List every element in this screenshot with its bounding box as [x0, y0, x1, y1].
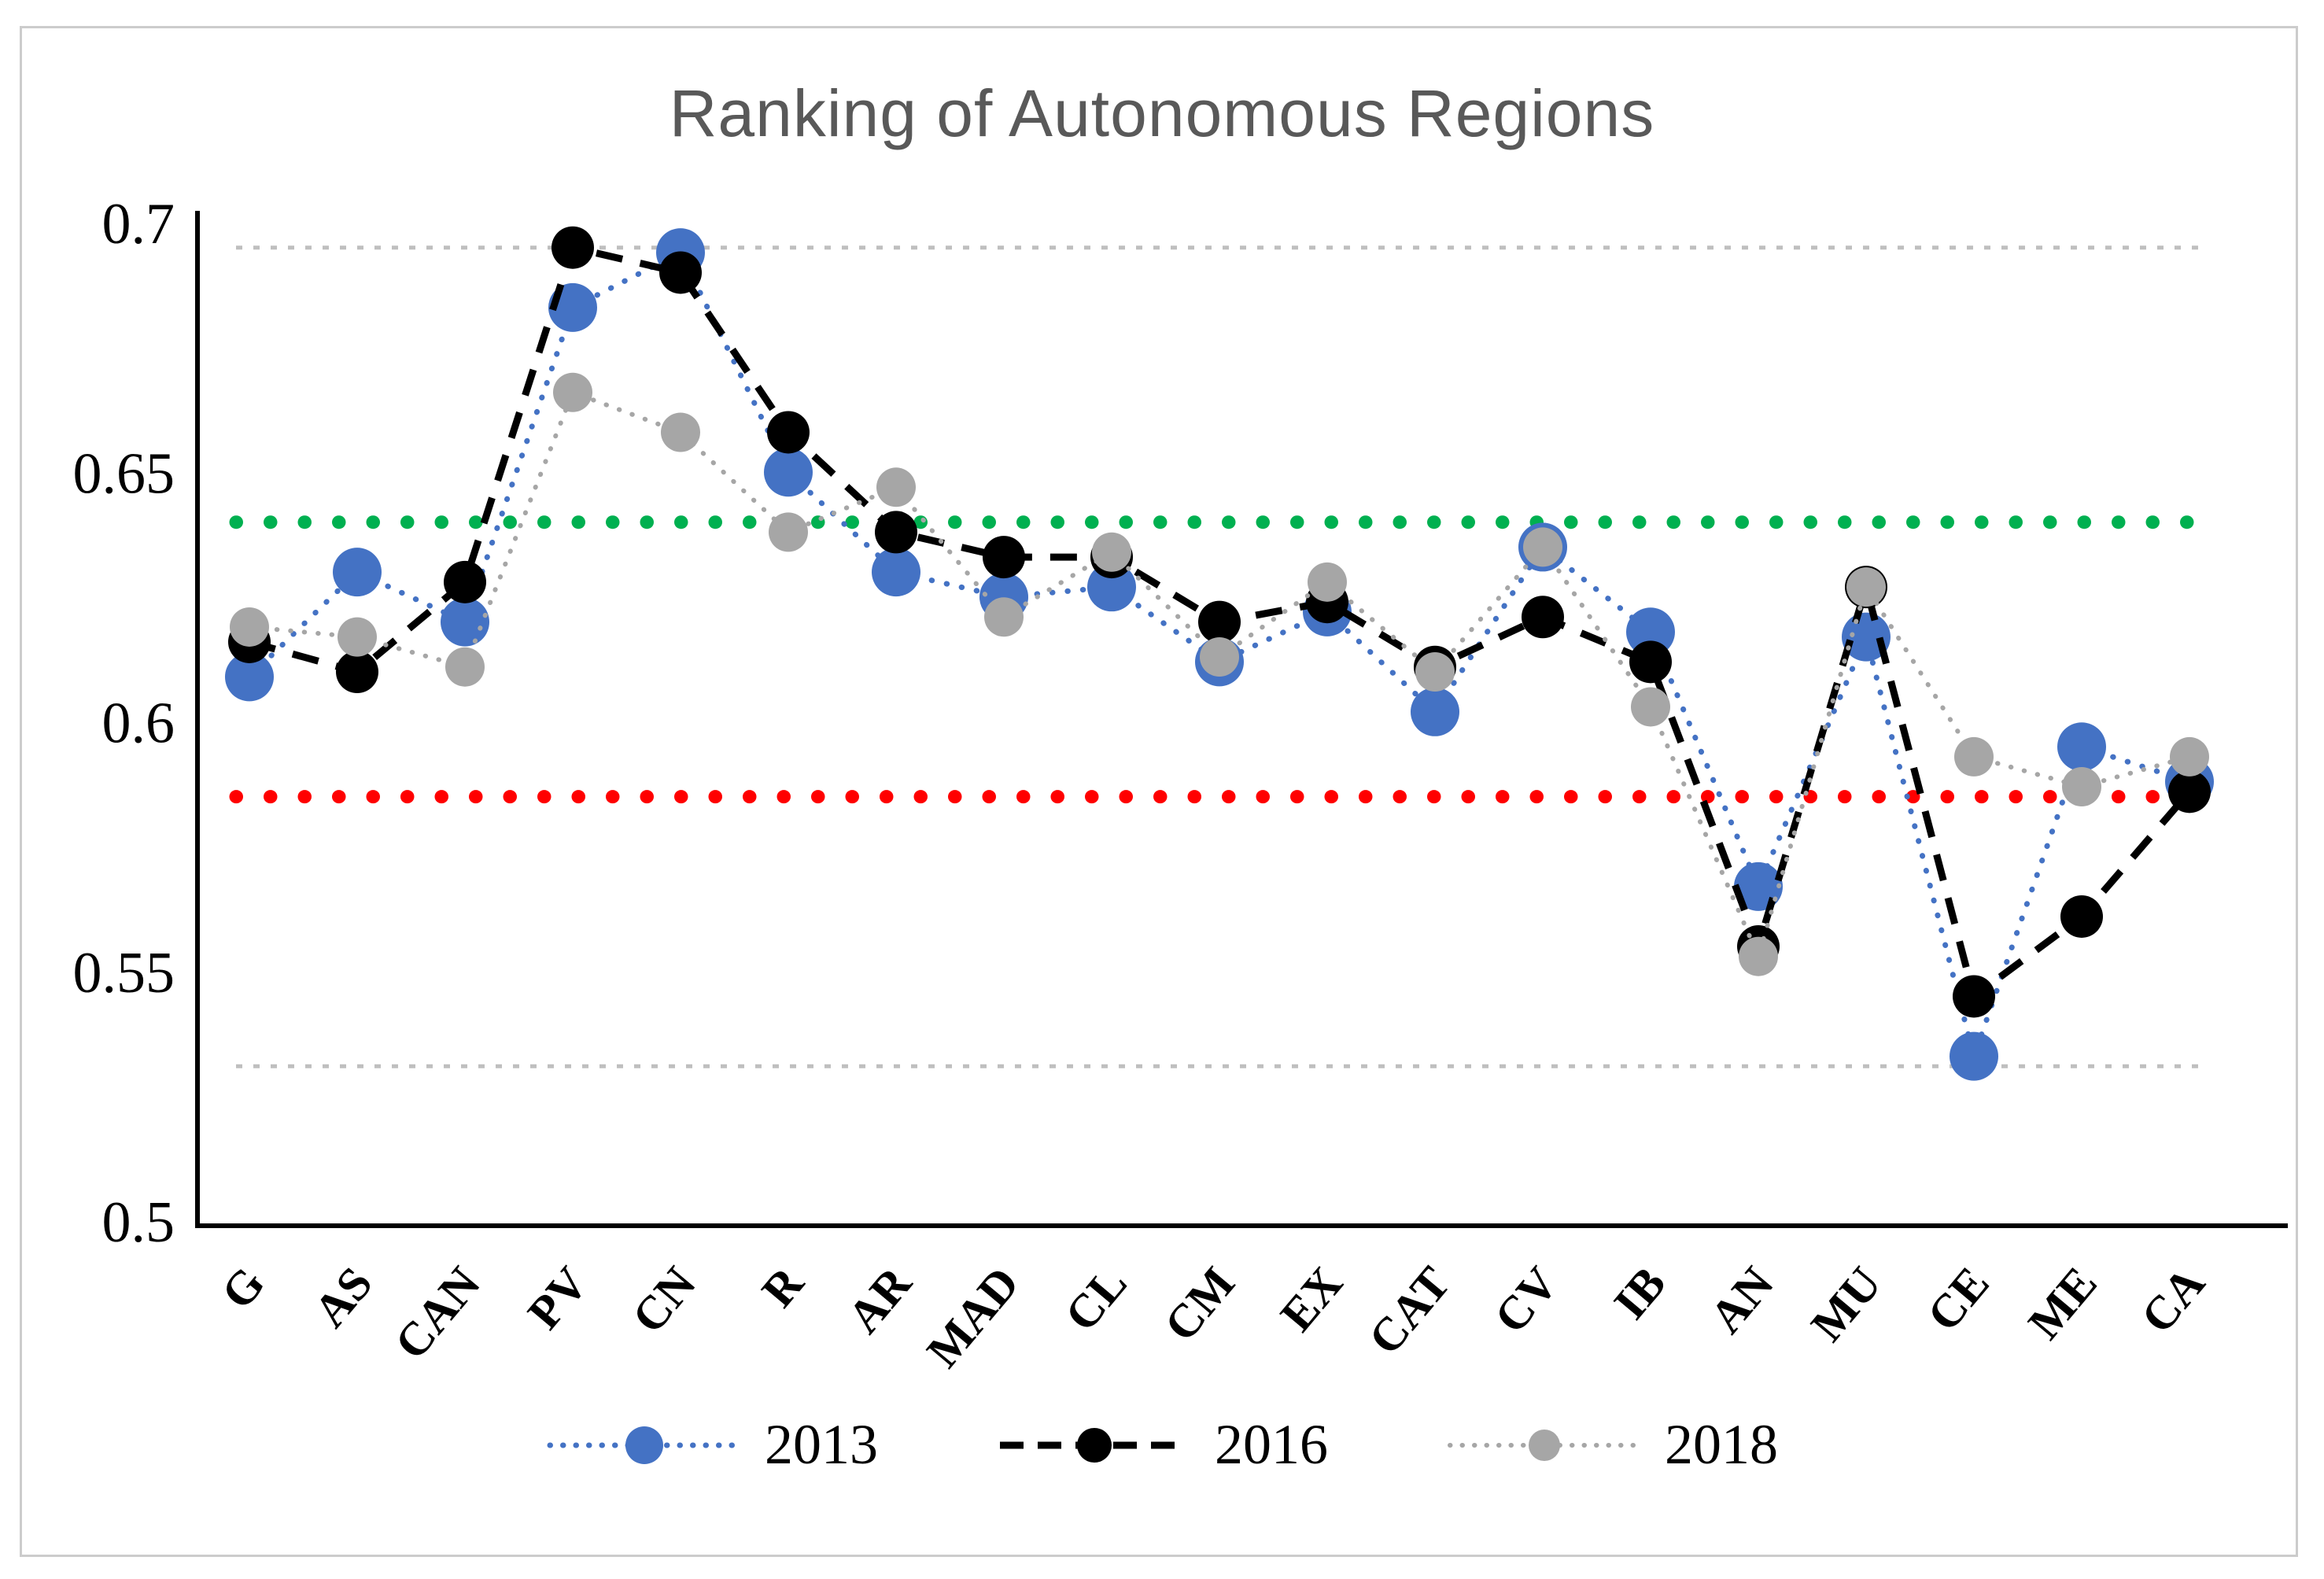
x-axis-label-CL: CL	[1055, 1257, 1137, 1341]
legend-marker-2013	[625, 1426, 663, 1464]
x-axis-label-CAT: CAT	[1359, 1257, 1460, 1364]
data-point-2018-AS	[338, 617, 377, 657]
data-point-2018-CE	[1954, 736, 1994, 777]
data-point-2013-R	[764, 448, 813, 497]
legend-swatch-2013-icon	[547, 1426, 742, 1464]
data-point-2013-G	[225, 652, 274, 702]
data-point-2013-IB	[1626, 607, 1675, 657]
x-axis-label-IB: IB	[1604, 1257, 1676, 1329]
x-axis-label-CV: CV	[1485, 1257, 1568, 1343]
data-point-2016-CA	[2168, 770, 2211, 813]
x-axis-label-CE: CE	[1917, 1257, 1999, 1341]
data-point-2016-AR	[875, 511, 917, 554]
data-point-2018-EX	[1308, 562, 1347, 602]
data-point-2013-CAN	[441, 597, 489, 647]
data-point-2018-CL	[1092, 532, 1131, 572]
x-axis-label-EX: EX	[1271, 1257, 1352, 1341]
legend-label-2016: 2016	[1215, 1413, 1328, 1476]
data-point-2018-CAN	[445, 647, 485, 687]
x-axis-label-ME: ME	[2018, 1257, 2107, 1348]
legend-label-2013: 2013	[765, 1413, 878, 1476]
x-axis-label-CM: CM	[1154, 1257, 1245, 1351]
x-axis-label-R: R	[752, 1256, 814, 1316]
data-point-2018-AN	[1739, 936, 1778, 976]
data-point-2018-ME	[2062, 766, 2101, 806]
data-point-2016-CM	[1198, 600, 1241, 644]
legend-marker-2016	[1077, 1427, 1112, 1463]
legend-label-2018: 2018	[1665, 1413, 1778, 1476]
y-axis-tick-label: 0.6	[102, 692, 175, 756]
x-axis-label-G: G	[211, 1257, 275, 1319]
data-point-2018-IB	[1631, 687, 1670, 727]
y-axis-tick-label: 0.55	[73, 941, 175, 1005]
data-point-2016-CV	[1522, 596, 1564, 639]
x-axis-label-AN: AN	[1700, 1257, 1784, 1343]
data-point-2016-IB	[1629, 640, 1672, 684]
y-axis-tick-label: 0.7	[102, 192, 175, 256]
x-axis-label-CN: CN	[622, 1257, 706, 1343]
data-point-2013-AS	[333, 548, 382, 597]
chart-legend: 2013 2016 2018	[0, 1412, 2324, 1478]
data-point-2013-CL	[1087, 563, 1136, 612]
x-axis-label-CA: CA	[2131, 1257, 2215, 1343]
legend-marker-2018	[1529, 1429, 1560, 1461]
legend-swatch-2018-icon	[1448, 1429, 1641, 1461]
data-point-2018-CAT	[1415, 652, 1455, 692]
legend-item-2016: 2016	[996, 1412, 1328, 1478]
data-point-2016-PV	[551, 226, 594, 269]
legend-item-2018: 2018	[1446, 1412, 1778, 1478]
data-point-2013-CAT	[1411, 687, 1459, 736]
data-point-2013-CE	[1950, 1031, 1998, 1081]
data-point-2018-MAD	[984, 597, 1024, 637]
chart-title: Ranking of Autonomous Regions	[669, 76, 1655, 150]
data-point-2016-ME	[2060, 895, 2103, 938]
data-point-2016-CE	[1953, 975, 1995, 1018]
x-axis-label-MAD: MAD	[917, 1257, 1029, 1377]
data-point-2016-CN	[659, 251, 702, 294]
data-point-2016-R	[767, 411, 810, 454]
data-point-2018-CA	[2170, 736, 2209, 777]
y-axis-tick-label: 0.65	[73, 441, 175, 506]
data-point-2018-MU	[1846, 567, 1886, 607]
data-point-2018-CM	[1200, 637, 1239, 677]
data-point-2013-AR	[872, 548, 920, 597]
data-point-2013-ME	[2057, 722, 2106, 772]
data-point-2018-G	[230, 607, 269, 647]
data-point-2018-PV	[553, 372, 592, 412]
data-point-2016-AS	[336, 651, 378, 694]
data-point-2018-CV	[1523, 527, 1562, 567]
legend-swatch-2016-icon	[1000, 1427, 1189, 1463]
x-axis-label-MU: MU	[1801, 1257, 1891, 1351]
data-point-2016-MAD	[983, 536, 1025, 579]
data-point-2018-CN	[661, 412, 700, 452]
x-axis-label-AR: AR	[838, 1256, 922, 1342]
x-axis-label-AS: AS	[304, 1257, 382, 1337]
legend-item-2013: 2013	[546, 1412, 878, 1478]
data-point-2013-MU	[1842, 612, 1891, 662]
data-point-2018-R	[769, 512, 808, 552]
data-point-2016-CAN	[444, 560, 486, 603]
x-axis-label-PV: PV	[518, 1257, 598, 1339]
y-axis-tick-label: 0.5	[102, 1190, 175, 1255]
data-point-2018-AR	[876, 467, 916, 507]
x-axis-label-CAN: CAN	[385, 1257, 490, 1369]
